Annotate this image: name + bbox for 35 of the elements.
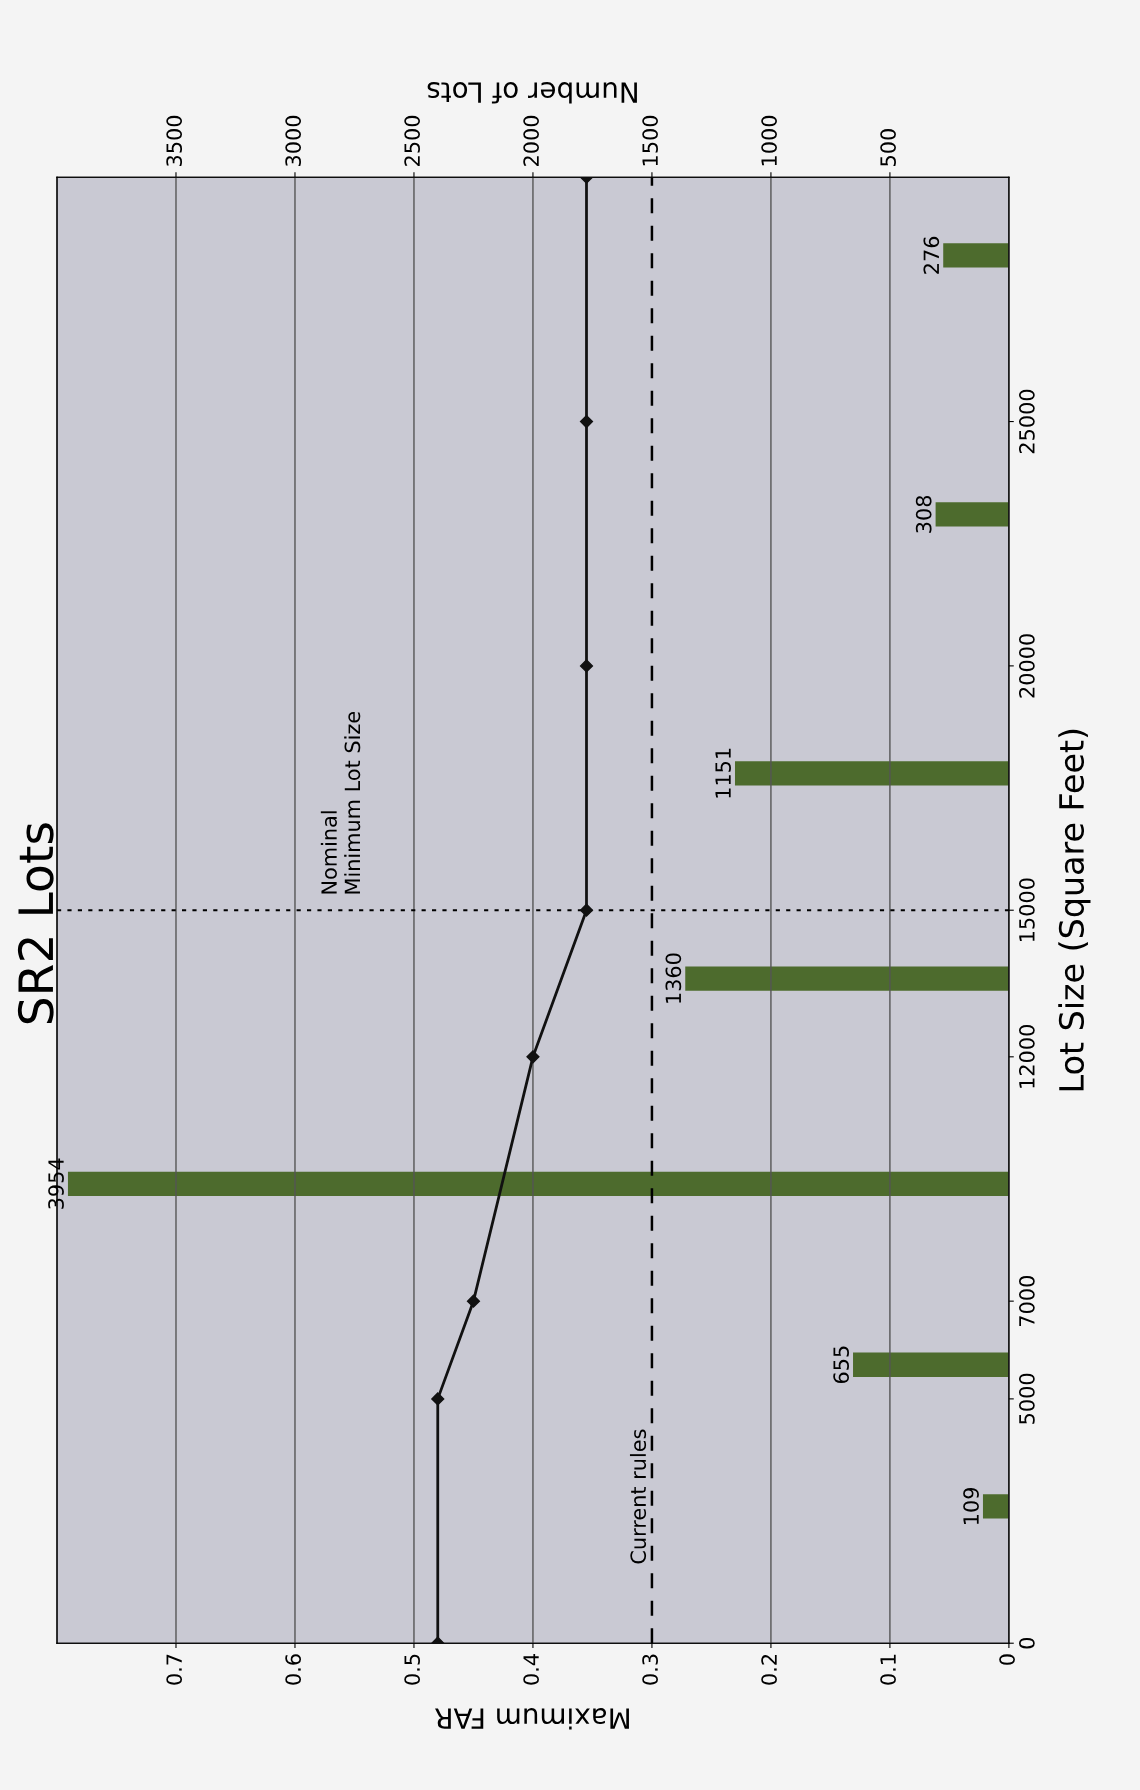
x2-tick-label: 3000	[285, 115, 302, 166]
data-label: 109	[963, 1487, 979, 1524]
x-tick-label: 0.1	[880, 1654, 896, 1685]
x2-tick-label: 500	[880, 129, 896, 166]
x-tick-label: 0.5	[404, 1654, 421, 1685]
y-tick-label: 15000	[1018, 878, 1035, 942]
y-tick-label: 0	[1018, 1637, 1035, 1649]
x-tick-label: 0	[999, 1654, 1015, 1665]
x2-tick-label: 1000	[761, 115, 777, 166]
data-label: 1151	[715, 748, 731, 798]
x2-tick-label: 3500	[166, 115, 183, 166]
x2-tick-label: 2000	[523, 115, 539, 166]
x2-tick-label: 1500	[642, 115, 658, 166]
x-tick-label: 0.3	[642, 1654, 658, 1685]
y-axis-title: Lot Size (Square Feet)	[1058, 729, 1091, 1091]
x-tick-label: 0.6	[285, 1654, 302, 1685]
ref-line-label: Nominal Minimum Lot Size	[320, 711, 361, 894]
x2-axis-title: Number of Lots	[427, 82, 637, 104]
data-label: 308	[915, 495, 932, 533]
y-tick-label: 25000	[1018, 389, 1035, 454]
ref-line-label: Current rules	[629, 1429, 647, 1564]
y-tick-label: 7000	[1018, 1276, 1035, 1326]
data-label: 1360	[665, 953, 682, 1003]
x-tick-label: 0.4	[523, 1654, 539, 1685]
data-label: 276	[923, 236, 940, 274]
x-tick-label: 0.7	[166, 1654, 183, 1685]
y-tick-label: 12000	[1018, 1025, 1035, 1088]
y-tick-label: 20000	[1018, 634, 1035, 698]
data-label: 3954	[48, 1158, 64, 1209]
x-tick-label: 0.2	[761, 1655, 777, 1685]
x2-tick-label: 2500	[404, 115, 421, 166]
text: SR2 Lots	[17, 823, 54, 1024]
x-axis-title: Maximum FAR	[435, 1708, 629, 1730]
y-tick-label: 5000	[1018, 1373, 1035, 1424]
data-label: 655	[833, 1346, 849, 1384]
